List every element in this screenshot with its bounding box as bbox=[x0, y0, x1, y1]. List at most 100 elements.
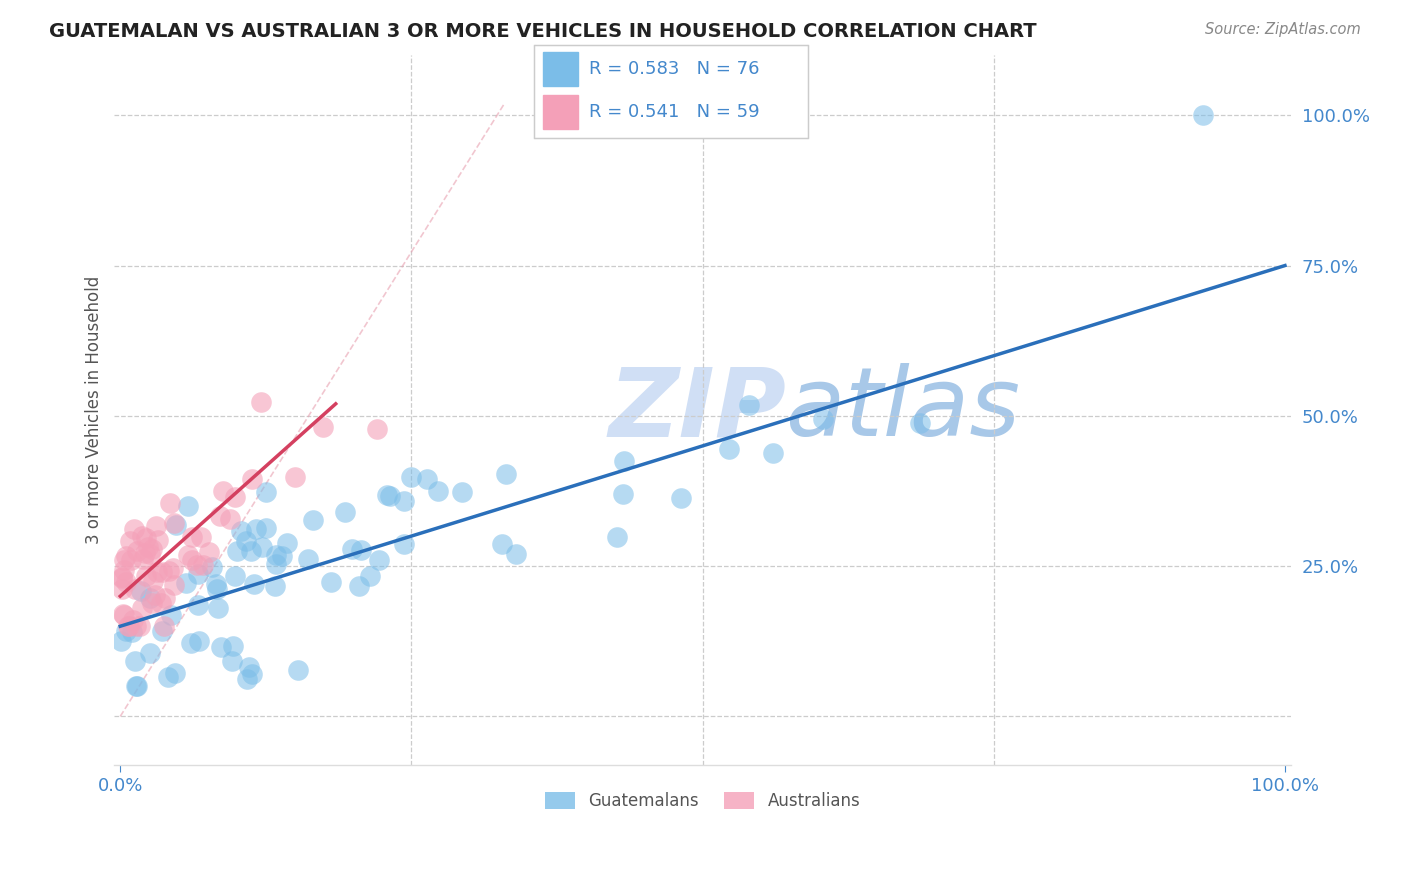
Point bbox=[125, 619, 148, 633]
Point bbox=[416, 472, 439, 486]
Point bbox=[399, 470, 422, 484]
Text: Source: ZipAtlas.com: Source: ZipAtlas.com bbox=[1205, 22, 1361, 37]
Point bbox=[111, 582, 134, 596]
Point bbox=[264, 548, 287, 562]
Point bbox=[124, 654, 146, 668]
Point bbox=[142, 574, 165, 588]
Point bbox=[150, 596, 173, 610]
Point bbox=[297, 552, 319, 566]
Point bbox=[145, 519, 167, 533]
Point bbox=[761, 446, 783, 460]
Point bbox=[495, 467, 517, 481]
Point bbox=[163, 516, 186, 530]
Point bbox=[243, 576, 266, 591]
Point bbox=[612, 486, 634, 500]
Point bbox=[135, 531, 157, 545]
Point bbox=[193, 558, 215, 572]
Point bbox=[129, 584, 152, 599]
Point bbox=[180, 636, 202, 650]
Point bbox=[287, 663, 309, 677]
Point bbox=[157, 670, 180, 684]
Point bbox=[153, 619, 176, 633]
Point bbox=[239, 544, 262, 558]
Bar bbox=[543, 95, 578, 129]
Legend: Guatemalans, Australians: Guatemalans, Australians bbox=[538, 785, 866, 816]
Text: R = 0.583   N = 76: R = 0.583 N = 76 bbox=[589, 60, 759, 78]
Point bbox=[717, 442, 740, 456]
Point bbox=[190, 530, 212, 544]
Point bbox=[219, 512, 242, 526]
Point bbox=[221, 654, 243, 668]
Point bbox=[139, 547, 162, 561]
Point bbox=[250, 541, 273, 555]
Point bbox=[254, 521, 277, 535]
Point bbox=[112, 607, 135, 621]
Point bbox=[174, 576, 197, 591]
Point bbox=[141, 541, 163, 556]
Point bbox=[114, 624, 136, 638]
Point bbox=[134, 546, 156, 560]
Point bbox=[197, 544, 219, 558]
Point bbox=[121, 625, 143, 640]
Point bbox=[150, 624, 173, 638]
Point bbox=[238, 660, 260, 674]
Point bbox=[180, 553, 202, 567]
Point bbox=[350, 542, 373, 557]
Point bbox=[378, 489, 401, 503]
Point bbox=[125, 544, 148, 558]
Text: GUATEMALAN VS AUSTRALIAN 3 OR MORE VEHICLES IN HOUSEHOLD CORRELATION CHART: GUATEMALAN VS AUSTRALIAN 3 OR MORE VEHIC… bbox=[49, 22, 1036, 41]
Point bbox=[157, 565, 180, 579]
Point bbox=[240, 472, 263, 486]
Point bbox=[200, 560, 222, 574]
Point bbox=[224, 490, 246, 504]
Point bbox=[366, 422, 388, 436]
Point bbox=[606, 530, 628, 544]
Point bbox=[111, 570, 134, 584]
Point bbox=[177, 548, 200, 562]
Point bbox=[426, 484, 449, 499]
Point bbox=[347, 579, 370, 593]
Point bbox=[115, 574, 138, 589]
Point bbox=[122, 613, 145, 627]
Point bbox=[284, 469, 307, 483]
Point bbox=[159, 496, 181, 510]
Point bbox=[162, 561, 184, 575]
Point bbox=[613, 454, 636, 468]
Point bbox=[235, 534, 257, 549]
Point bbox=[112, 563, 135, 577]
Point bbox=[264, 579, 287, 593]
Point bbox=[117, 619, 139, 633]
Point bbox=[312, 420, 335, 434]
Point bbox=[148, 533, 170, 548]
Point bbox=[120, 553, 142, 567]
Point bbox=[138, 646, 160, 660]
Point bbox=[392, 537, 415, 551]
Point bbox=[159, 608, 181, 623]
Point bbox=[340, 541, 363, 556]
Point bbox=[117, 619, 139, 633]
Point bbox=[165, 518, 187, 533]
Point bbox=[124, 582, 146, 596]
Point bbox=[271, 549, 294, 564]
Text: R = 0.541   N = 59: R = 0.541 N = 59 bbox=[589, 103, 759, 121]
Point bbox=[125, 679, 148, 693]
Point bbox=[333, 504, 356, 518]
Text: ZIP: ZIP bbox=[609, 363, 786, 457]
Point bbox=[301, 513, 323, 527]
Y-axis label: 3 or more Vehicles in Household: 3 or more Vehicles in Household bbox=[86, 276, 103, 544]
Point bbox=[110, 634, 132, 648]
Point bbox=[163, 578, 186, 592]
Point bbox=[450, 485, 472, 500]
Point bbox=[112, 553, 135, 567]
Point bbox=[115, 549, 138, 563]
Point bbox=[132, 552, 155, 566]
Point bbox=[207, 601, 229, 615]
Point bbox=[254, 484, 277, 499]
Point bbox=[120, 534, 142, 549]
Point bbox=[359, 569, 381, 583]
Point bbox=[136, 540, 159, 554]
Point bbox=[145, 565, 167, 579]
Point bbox=[249, 395, 271, 409]
Point bbox=[135, 569, 157, 583]
Text: atlas: atlas bbox=[785, 363, 1019, 457]
